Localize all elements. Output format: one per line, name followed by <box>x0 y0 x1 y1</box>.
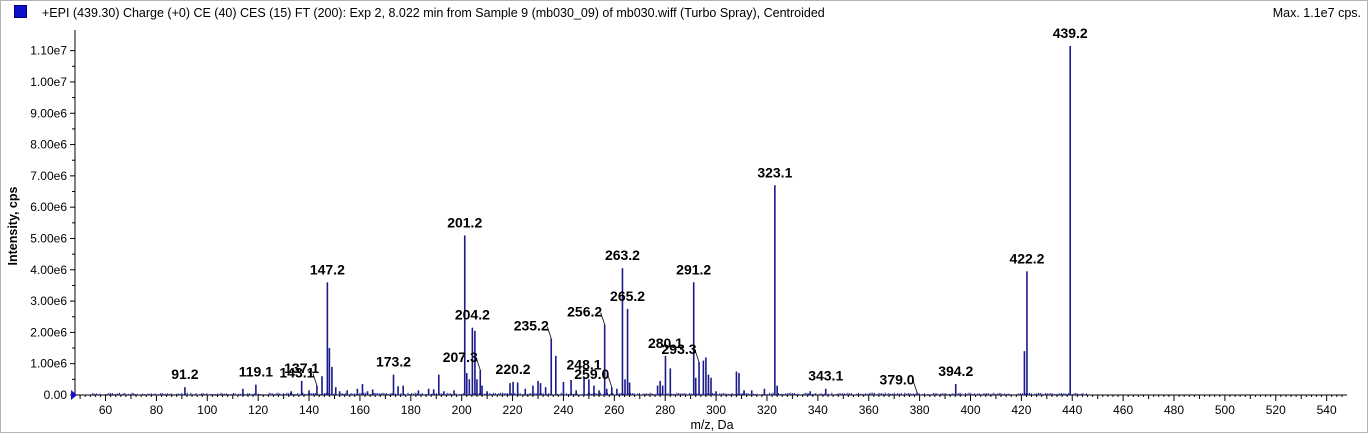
peak-label-leader <box>600 312 606 325</box>
peak-label: 439.2 <box>1053 25 1088 41</box>
peak-label: 343.1 <box>808 368 843 384</box>
y-tick-label: 0.00 <box>44 388 68 402</box>
x-tick-label: 240 <box>553 403 573 417</box>
axes-layer: 0.00 1.00e6 2.00e6 3.00e6 4.00e6 5.00e6 6.00e6… <box>30 30 1347 417</box>
x-tick-label: 100 <box>197 403 217 417</box>
y-tick-label: 4.00e6 <box>30 263 67 277</box>
peak-label: 259.0 <box>574 366 609 382</box>
y-tick-label: 1.00e6 <box>30 357 67 371</box>
peak-label: 394.2 <box>938 363 973 379</box>
peak-label: 220.2 <box>496 361 531 377</box>
y-tick-label: 5.00e6 <box>30 231 67 245</box>
peak-label-leader <box>475 357 481 371</box>
peak-label: 265.2 <box>610 288 645 304</box>
x-tick-label: 80 <box>150 403 164 417</box>
peak-label: 201.2 <box>447 214 482 230</box>
x-tick-label: 400 <box>960 403 980 417</box>
peak-label-leader <box>312 373 318 386</box>
peak-label: 248.1 <box>567 356 602 372</box>
peak-label: 235.2 <box>514 318 549 334</box>
peak-label: 207.3 <box>443 349 478 365</box>
y-axis-title: Intensity, cps <box>6 186 20 265</box>
peak-label: 147.2 <box>310 261 345 277</box>
peak-label: 263.2 <box>605 247 640 263</box>
axis-origin-marker <box>71 390 77 400</box>
y-tick-label: 9.00e6 <box>30 106 67 120</box>
peak-label-leader <box>694 350 700 363</box>
x-tick-label: 540 <box>1317 403 1337 417</box>
peak-label: 91.2 <box>171 366 198 382</box>
x-tick-label: 260 <box>604 403 624 417</box>
y-tick-label: 1.10e7 <box>30 44 67 58</box>
y-tick-label: 3.00e6 <box>30 294 67 308</box>
peak-label: 280.1 <box>648 335 683 351</box>
x-tick-label: 300 <box>706 403 726 417</box>
y-tick-label: 2.00e6 <box>30 325 67 339</box>
peak-label: 204.2 <box>455 307 490 323</box>
peak-label-leader <box>546 326 552 339</box>
x-tick-label: 200 <box>452 403 472 417</box>
peak-label: 119.1 <box>239 364 273 380</box>
x-tick-label: 320 <box>757 403 777 417</box>
x-tick-label: 220 <box>503 403 523 417</box>
peak-label: 422.2 <box>1009 250 1044 266</box>
x-tick-label: 340 <box>808 403 828 417</box>
x-tick-label: 140 <box>299 403 319 417</box>
peak-label: 143.1 <box>279 365 314 381</box>
y-tick-label: 1.00e7 <box>30 75 67 89</box>
peak-label-leader <box>607 375 613 388</box>
chart-header: +EPI (439.30) Charge (+0) CE (40) CES (1… <box>0 0 1368 26</box>
x-tick-label: 60 <box>99 403 113 417</box>
x-tick-label: 500 <box>1215 403 1235 417</box>
max-intensity-label: Max. 1.1e7 cps. <box>1272 6 1361 20</box>
x-tick-label: 380 <box>910 403 930 417</box>
peak-label: 293.3 <box>662 341 697 357</box>
x-tick-label: 420 <box>1011 403 1031 417</box>
x-tick-label: 180 <box>401 403 421 417</box>
x-tick-label: 280 <box>655 403 675 417</box>
y-tick-label: 7.00e6 <box>30 169 67 183</box>
peak-label: 323.1 <box>757 164 792 180</box>
x-tick-label: 120 <box>248 403 268 417</box>
peaks-layer <box>92 45 1087 395</box>
series-color-marker[interactable] <box>14 5 27 18</box>
x-tick-label: 460 <box>1113 403 1133 417</box>
x-axis-title: m/z, Da <box>690 418 733 432</box>
chart-title: +EPI (439.30) Charge (+0) CE (40) CES (1… <box>42 6 825 20</box>
x-tick-label: 440 <box>1062 403 1082 417</box>
peak-label: 379.0 <box>880 371 915 387</box>
peak-label: 256.2 <box>567 304 602 320</box>
peak-label-leader <box>912 380 918 393</box>
y-tick-label: 6.00e6 <box>30 200 67 214</box>
x-tick-label: 360 <box>859 403 879 417</box>
x-tick-label: 480 <box>1164 403 1184 417</box>
peak-label: 137.1 <box>284 360 319 376</box>
y-tick-label: 8.00e6 <box>30 138 67 152</box>
x-tick-label: 520 <box>1266 403 1286 417</box>
x-tick-label: 160 <box>350 403 370 417</box>
peak-label: 291.2 <box>676 261 711 277</box>
peak-label: 173.2 <box>376 354 411 370</box>
